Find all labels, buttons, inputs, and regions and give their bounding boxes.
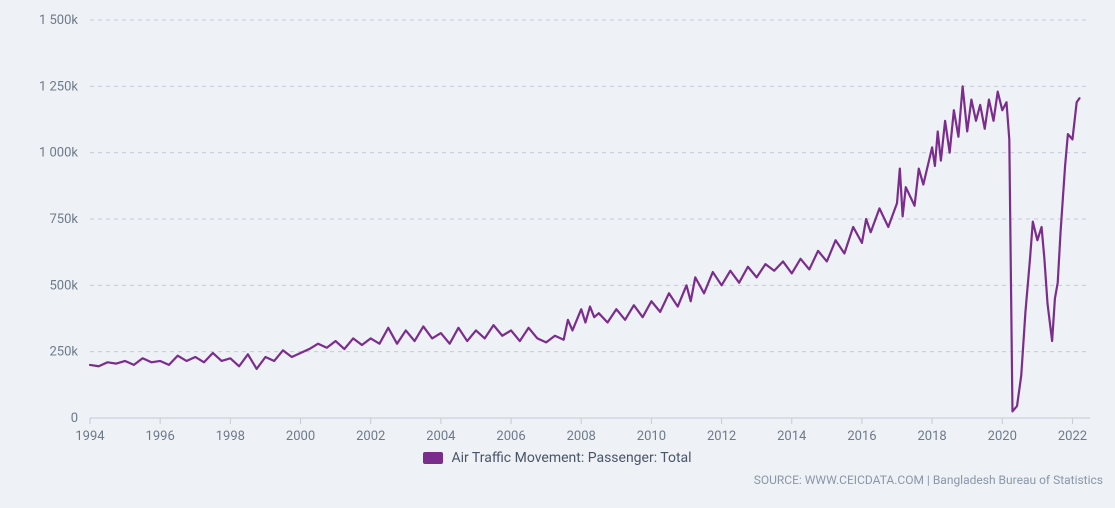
- y-tick-label: 1 500k: [39, 13, 78, 28]
- y-tick-label: 250k: [49, 345, 78, 360]
- source-attribution: SOURCE: WWW.CEICDATA.COM | Bangladesh Bu…: [754, 473, 1103, 487]
- y-tick-label: 0: [71, 411, 78, 426]
- legend-label: Air Traffic Movement: Passenger: Total: [451, 450, 691, 466]
- line-chart-svg: 0 250k 500k 750k 1 000k 1 250k 1 500k 1994 1996 1…: [0, 0, 1115, 508]
- x-tick-label: 2018: [917, 429, 946, 444]
- x-tick-label: 2022: [1058, 429, 1087, 444]
- x-tick-label: 2016: [847, 429, 876, 444]
- chart-legend: Air Traffic Movement: Passenger: Total: [0, 450, 1115, 466]
- x-tick-label: 2014: [777, 429, 807, 444]
- x-tick-label: 2012: [707, 429, 736, 444]
- y-tick-label: 500k: [49, 278, 78, 293]
- x-tick-label: 1994: [75, 429, 105, 444]
- x-tick-label: 2010: [637, 429, 666, 444]
- x-tick-label: 2006: [496, 429, 525, 444]
- legend-swatch: [423, 452, 443, 464]
- x-tick-label: 2002: [356, 429, 385, 444]
- x-tick-label: 1998: [216, 429, 245, 444]
- y-tick-label: 1 250k: [39, 79, 78, 94]
- x-tick-label: 2020: [988, 429, 1017, 444]
- series-line: [90, 86, 1079, 411]
- x-tick-label: 2000: [286, 429, 315, 444]
- y-tick-label: 1 000k: [39, 146, 78, 161]
- y-tick-label: 750k: [49, 212, 78, 227]
- chart-container: 0 250k 500k 750k 1 000k 1 250k 1 500k 1994 1996 1…: [0, 0, 1115, 508]
- x-tick-label: 1996: [146, 429, 175, 444]
- x-tick-label: 2008: [567, 429, 596, 444]
- x-tick-label: 2004: [426, 429, 456, 444]
